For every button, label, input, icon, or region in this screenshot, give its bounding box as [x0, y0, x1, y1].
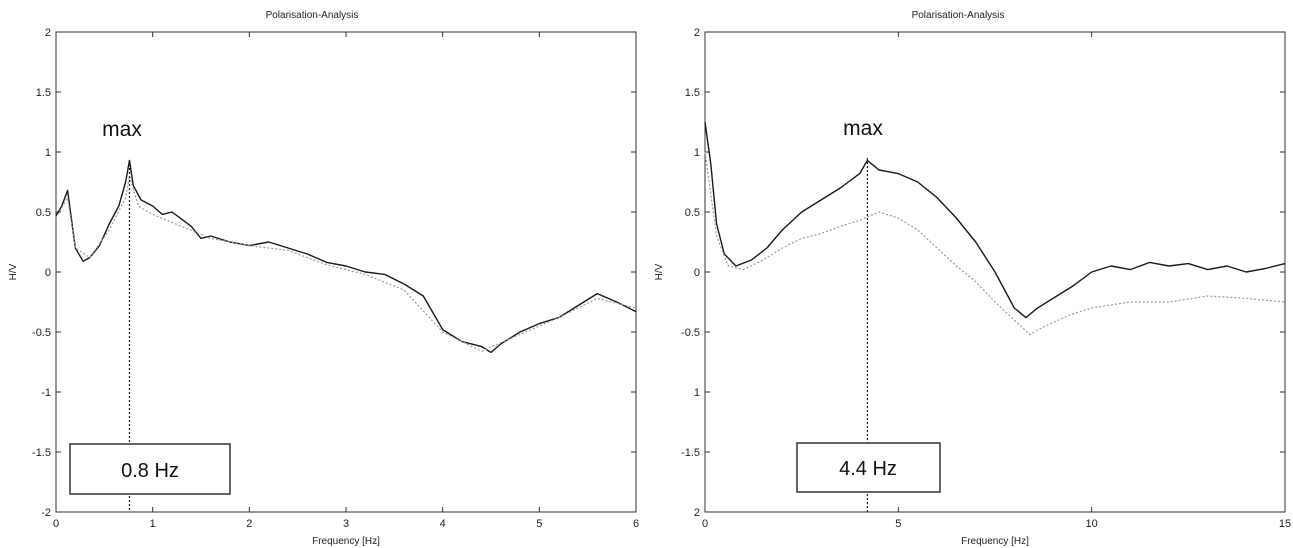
y-tick-label: 0.5: [685, 207, 700, 219]
x-tick-label: 6: [633, 518, 639, 530]
y-tick-label: 1: [45, 147, 51, 159]
series-line-solid: [55, 159, 637, 354]
x-axis-label: Frequency [Hz]: [961, 536, 1029, 547]
peak-frequency-label: 4.4 Hz: [839, 458, 897, 480]
y-tick-label: 0.5: [36, 207, 51, 219]
x-tick-label: 10: [1086, 518, 1098, 530]
y-tick-label: 0: [45, 267, 51, 279]
y-tick-label: 0: [694, 267, 700, 279]
x-tick-label: 5: [536, 518, 542, 530]
x-tick-label: 1: [150, 518, 156, 530]
y-tick-label: 1: [694, 387, 700, 399]
y-tick-label: 1: [694, 147, 700, 159]
x-tick-label: 4: [440, 518, 446, 530]
x-axis-label: Frequency [Hz]: [312, 536, 380, 547]
x-tick-label: 15: [1279, 518, 1291, 530]
y-tick-label: 2: [45, 27, 51, 39]
x-tick-label: 2: [246, 518, 252, 530]
chart-right: Polarisation-Analysis H/V Frequency [Hz]…: [654, 10, 1291, 547]
y-tick-label: 2: [694, 507, 700, 519]
max-annotation: max: [843, 117, 883, 140]
series-line-solid: [704, 121, 1286, 319]
chart-title: Polarisation-Analysis: [912, 10, 1005, 21]
series-group: [704, 121, 1286, 335]
y-tick-label: 1.5: [36, 87, 51, 99]
y-tick-label: 1.5: [685, 87, 700, 99]
y-axis-label: H/V: [8, 263, 19, 280]
chart-left: Polarisation-Analysis H/V Frequency [Hz]…: [8, 10, 639, 547]
max-annotation: max: [102, 118, 142, 141]
y-tick-label: -1.5: [32, 447, 51, 459]
x-tick-label: 5: [895, 518, 901, 530]
y-tick-label: -2: [41, 507, 51, 519]
series-group: [55, 159, 637, 354]
peak-frequency-label: 0.8 Hz: [121, 460, 179, 482]
y-tick-label: 2: [694, 27, 700, 39]
plot-frame: [55, 31, 637, 513]
series-line-dotted: [55, 175, 637, 352]
series-line-dotted: [704, 151, 1286, 335]
chart-title: Polarisation-Analysis: [266, 10, 359, 21]
peak-frequency-box: [796, 442, 941, 493]
x-tick-label: 0: [702, 518, 708, 530]
y-tick-label: -1.5: [681, 447, 700, 459]
peak-frequency-box: [69, 443, 231, 495]
y-tick-label: -0.5: [32, 327, 51, 339]
tick-group: 21.510.50-0.5-1-1.5-20 1 2 3 4 5 6: [32, 27, 639, 530]
y-tick-label: -0.5: [681, 327, 700, 339]
y-tick-label: -1: [41, 387, 51, 399]
x-tick-label: 3: [343, 518, 349, 530]
tick-group: 21.510.50-0.51-1.520 5 10 15: [681, 27, 1291, 530]
y-axis-label: H/V: [654, 263, 665, 280]
x-tick-label: 0: [53, 518, 59, 530]
